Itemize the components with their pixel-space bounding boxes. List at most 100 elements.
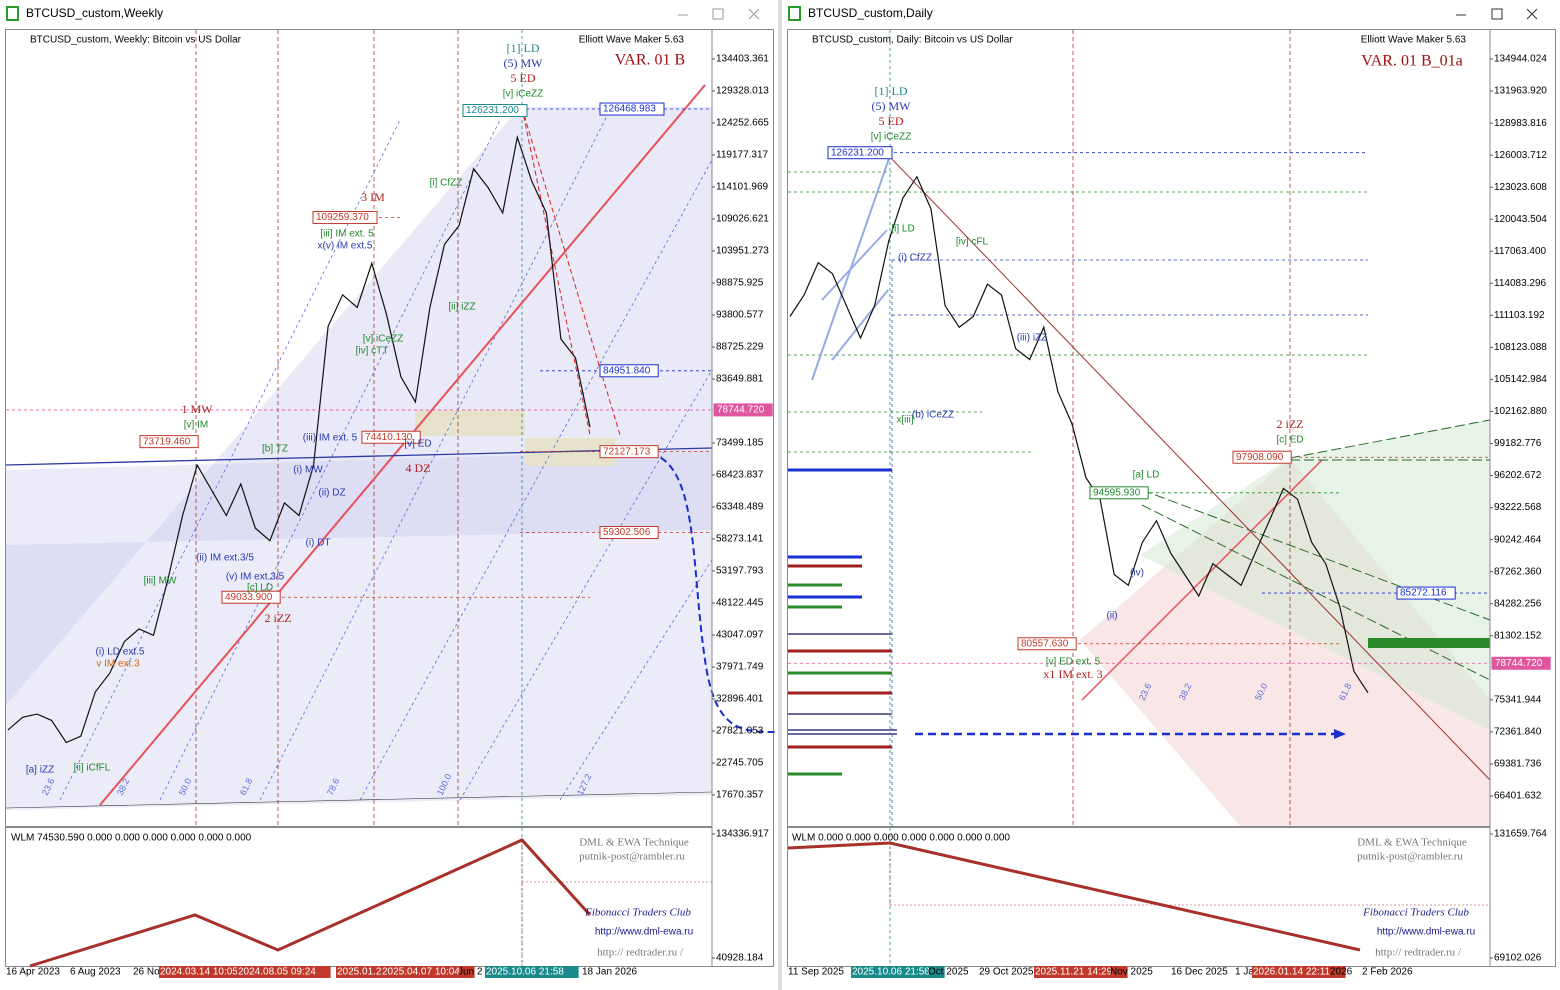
wave-label: [iii] IM ext. 5 xyxy=(320,229,374,240)
price-level-label: 80557.630 xyxy=(1021,638,1069,649)
price-line xyxy=(789,175,1369,694)
x-tick-label: 2026 xyxy=(1330,967,1353,978)
wave-label: [v] iCeZZ xyxy=(363,334,404,345)
wave-label: [c] ED xyxy=(1276,435,1303,446)
y-tick-label: 72361.840 xyxy=(1494,727,1542,738)
brand: Elliott Wave Maker 5.63 xyxy=(1361,35,1467,46)
price-level-box xyxy=(599,526,659,540)
wave-label: [v] ED xyxy=(404,439,431,450)
x-tick-label: 11 Sep 2025 xyxy=(788,967,844,978)
wave-label: [ii] iCfFL xyxy=(74,763,111,774)
wave-label: v IM ext.3 xyxy=(96,659,140,670)
fan-line xyxy=(1141,419,1491,681)
x-tick-label: 2026.01.14 22:11 xyxy=(1253,967,1331,978)
price-level-label: 49033.900 xyxy=(225,592,273,603)
indicator-text: DML & EWA Technique xyxy=(1357,837,1467,849)
y-tick-label: 111103.192 xyxy=(1494,310,1545,321)
price-level-box xyxy=(1396,586,1456,600)
app-icon xyxy=(6,6,19,21)
channel-base xyxy=(5,791,713,809)
wave-label: 2 iZZ xyxy=(1277,417,1304,431)
x-tick-label: 26 No xyxy=(133,967,160,978)
x-tick-label: 16 Apr 2023 xyxy=(6,967,60,978)
price-level-label: 78744.720 xyxy=(1495,658,1543,669)
price-level-box xyxy=(1017,637,1077,651)
y-tick-label: 134944.024 xyxy=(1494,54,1547,65)
y-tick-label: 69102.026 xyxy=(1494,953,1542,964)
indicator-text: WLM 0.000 0.000 0.000 0.000 0.000 0.000 … xyxy=(792,833,1010,844)
date-highlight xyxy=(381,966,475,978)
price-line xyxy=(7,134,591,744)
y-tick-label: 88725.229 xyxy=(716,342,764,353)
date-highlight xyxy=(237,966,331,978)
brand: Elliott Wave Maker 5.63 xyxy=(579,35,685,46)
wlm-guide xyxy=(889,843,1490,906)
price-level-label: 73719.460 xyxy=(143,436,191,447)
price-level-box xyxy=(1491,656,1551,670)
y-tick-label: 109026.621 xyxy=(716,214,769,225)
price-level-label: 85272.116 xyxy=(1400,588,1447,599)
date-highlight xyxy=(851,966,945,978)
level-bar xyxy=(788,468,892,599)
wave-label: [i] CfZZ xyxy=(430,178,463,189)
y-tick-label: 84282.256 xyxy=(1494,598,1542,609)
price-level-label: 126468.983 xyxy=(603,104,656,115)
price-level-label: 126231.200 xyxy=(831,147,884,158)
y-tick-label: 83649.881 xyxy=(716,374,764,385)
price-level-label: 94595.930 xyxy=(1093,487,1141,498)
fib-arc xyxy=(811,149,893,381)
price-level-label: 78744.720 xyxy=(717,405,765,416)
close-button[interactable] xyxy=(1526,8,1538,20)
indicator-text: putnik-post@rambler.ru xyxy=(579,851,685,863)
trend-line xyxy=(99,84,706,806)
maximize-button[interactable] xyxy=(1491,8,1503,20)
y-tick-label: 69381.736 xyxy=(1494,759,1542,770)
x-tick-label: 1 Ja xyxy=(1235,967,1254,978)
date-highlight xyxy=(159,966,253,978)
y-tick-label: 114083.296 xyxy=(1494,278,1547,289)
date-highlight xyxy=(336,966,391,978)
window-title: BTCUSD_custom,Daily xyxy=(808,6,933,20)
y-tick-label: 53197.793 xyxy=(716,566,764,577)
price-level-box xyxy=(713,403,773,417)
wave-label: [v] iCeZZ xyxy=(503,89,544,100)
indicator-text: http://www.dml-ewa.ru xyxy=(1377,927,1475,938)
price-level-box xyxy=(139,435,199,449)
price-level-box xyxy=(312,211,378,225)
y-tick-label: 27821.053 xyxy=(716,726,764,737)
wave-label: [a] LD xyxy=(1133,470,1160,481)
wave-label: (i) CfZZ xyxy=(898,253,932,264)
y-tick-label: 37971.749 xyxy=(716,662,764,673)
wave-label: (i) LD ext.5 xyxy=(96,647,145,658)
y-tick-label: 93800.577 xyxy=(716,310,764,321)
trend-line xyxy=(1081,459,1323,701)
level-bar xyxy=(788,633,897,735)
wave-label: (ii) xyxy=(1106,611,1117,622)
maximize-button[interactable] xyxy=(712,8,724,20)
price-level-label: 97908.090 xyxy=(1236,452,1284,463)
price-level-label: 126231.200 xyxy=(466,105,519,116)
wave-label: (5) MW xyxy=(872,99,912,113)
price-level-label: 84951.840 xyxy=(603,365,651,376)
wave-label: (i) DT xyxy=(306,538,331,549)
level-line xyxy=(891,259,1368,826)
y-tick-label: 124252.665 xyxy=(716,118,769,129)
wave-label: 3 IM xyxy=(361,190,385,204)
x-tick-label: Jun 2 xyxy=(458,967,483,978)
x-tick-label: Nov 2025 xyxy=(1110,967,1153,978)
price-level-box xyxy=(599,102,665,116)
wave-label: [iv] cFL xyxy=(956,237,989,248)
close-button[interactable] xyxy=(748,8,760,20)
y-tick-label: 75341.944 xyxy=(1494,694,1542,705)
y-tick-label: 126003.712 xyxy=(1494,150,1547,161)
y-tick-label: 96202.672 xyxy=(1494,470,1542,481)
wave-label: 1 MW xyxy=(182,402,214,416)
wave-label: [iv] cTT xyxy=(356,346,389,357)
variant-label: VAR. 01 B xyxy=(615,52,685,69)
indicator-text: putnik-post@rambler.ru xyxy=(1357,851,1463,863)
price-level-box xyxy=(462,104,528,118)
x-tick-label: 2025.11.21 14:29 xyxy=(1035,967,1113,978)
x-tick-label: 2025.01.2 xyxy=(337,967,382,978)
y-tick-label: 108123.088 xyxy=(1494,342,1547,353)
y-tick-label: 131659.764 xyxy=(1494,829,1547,840)
